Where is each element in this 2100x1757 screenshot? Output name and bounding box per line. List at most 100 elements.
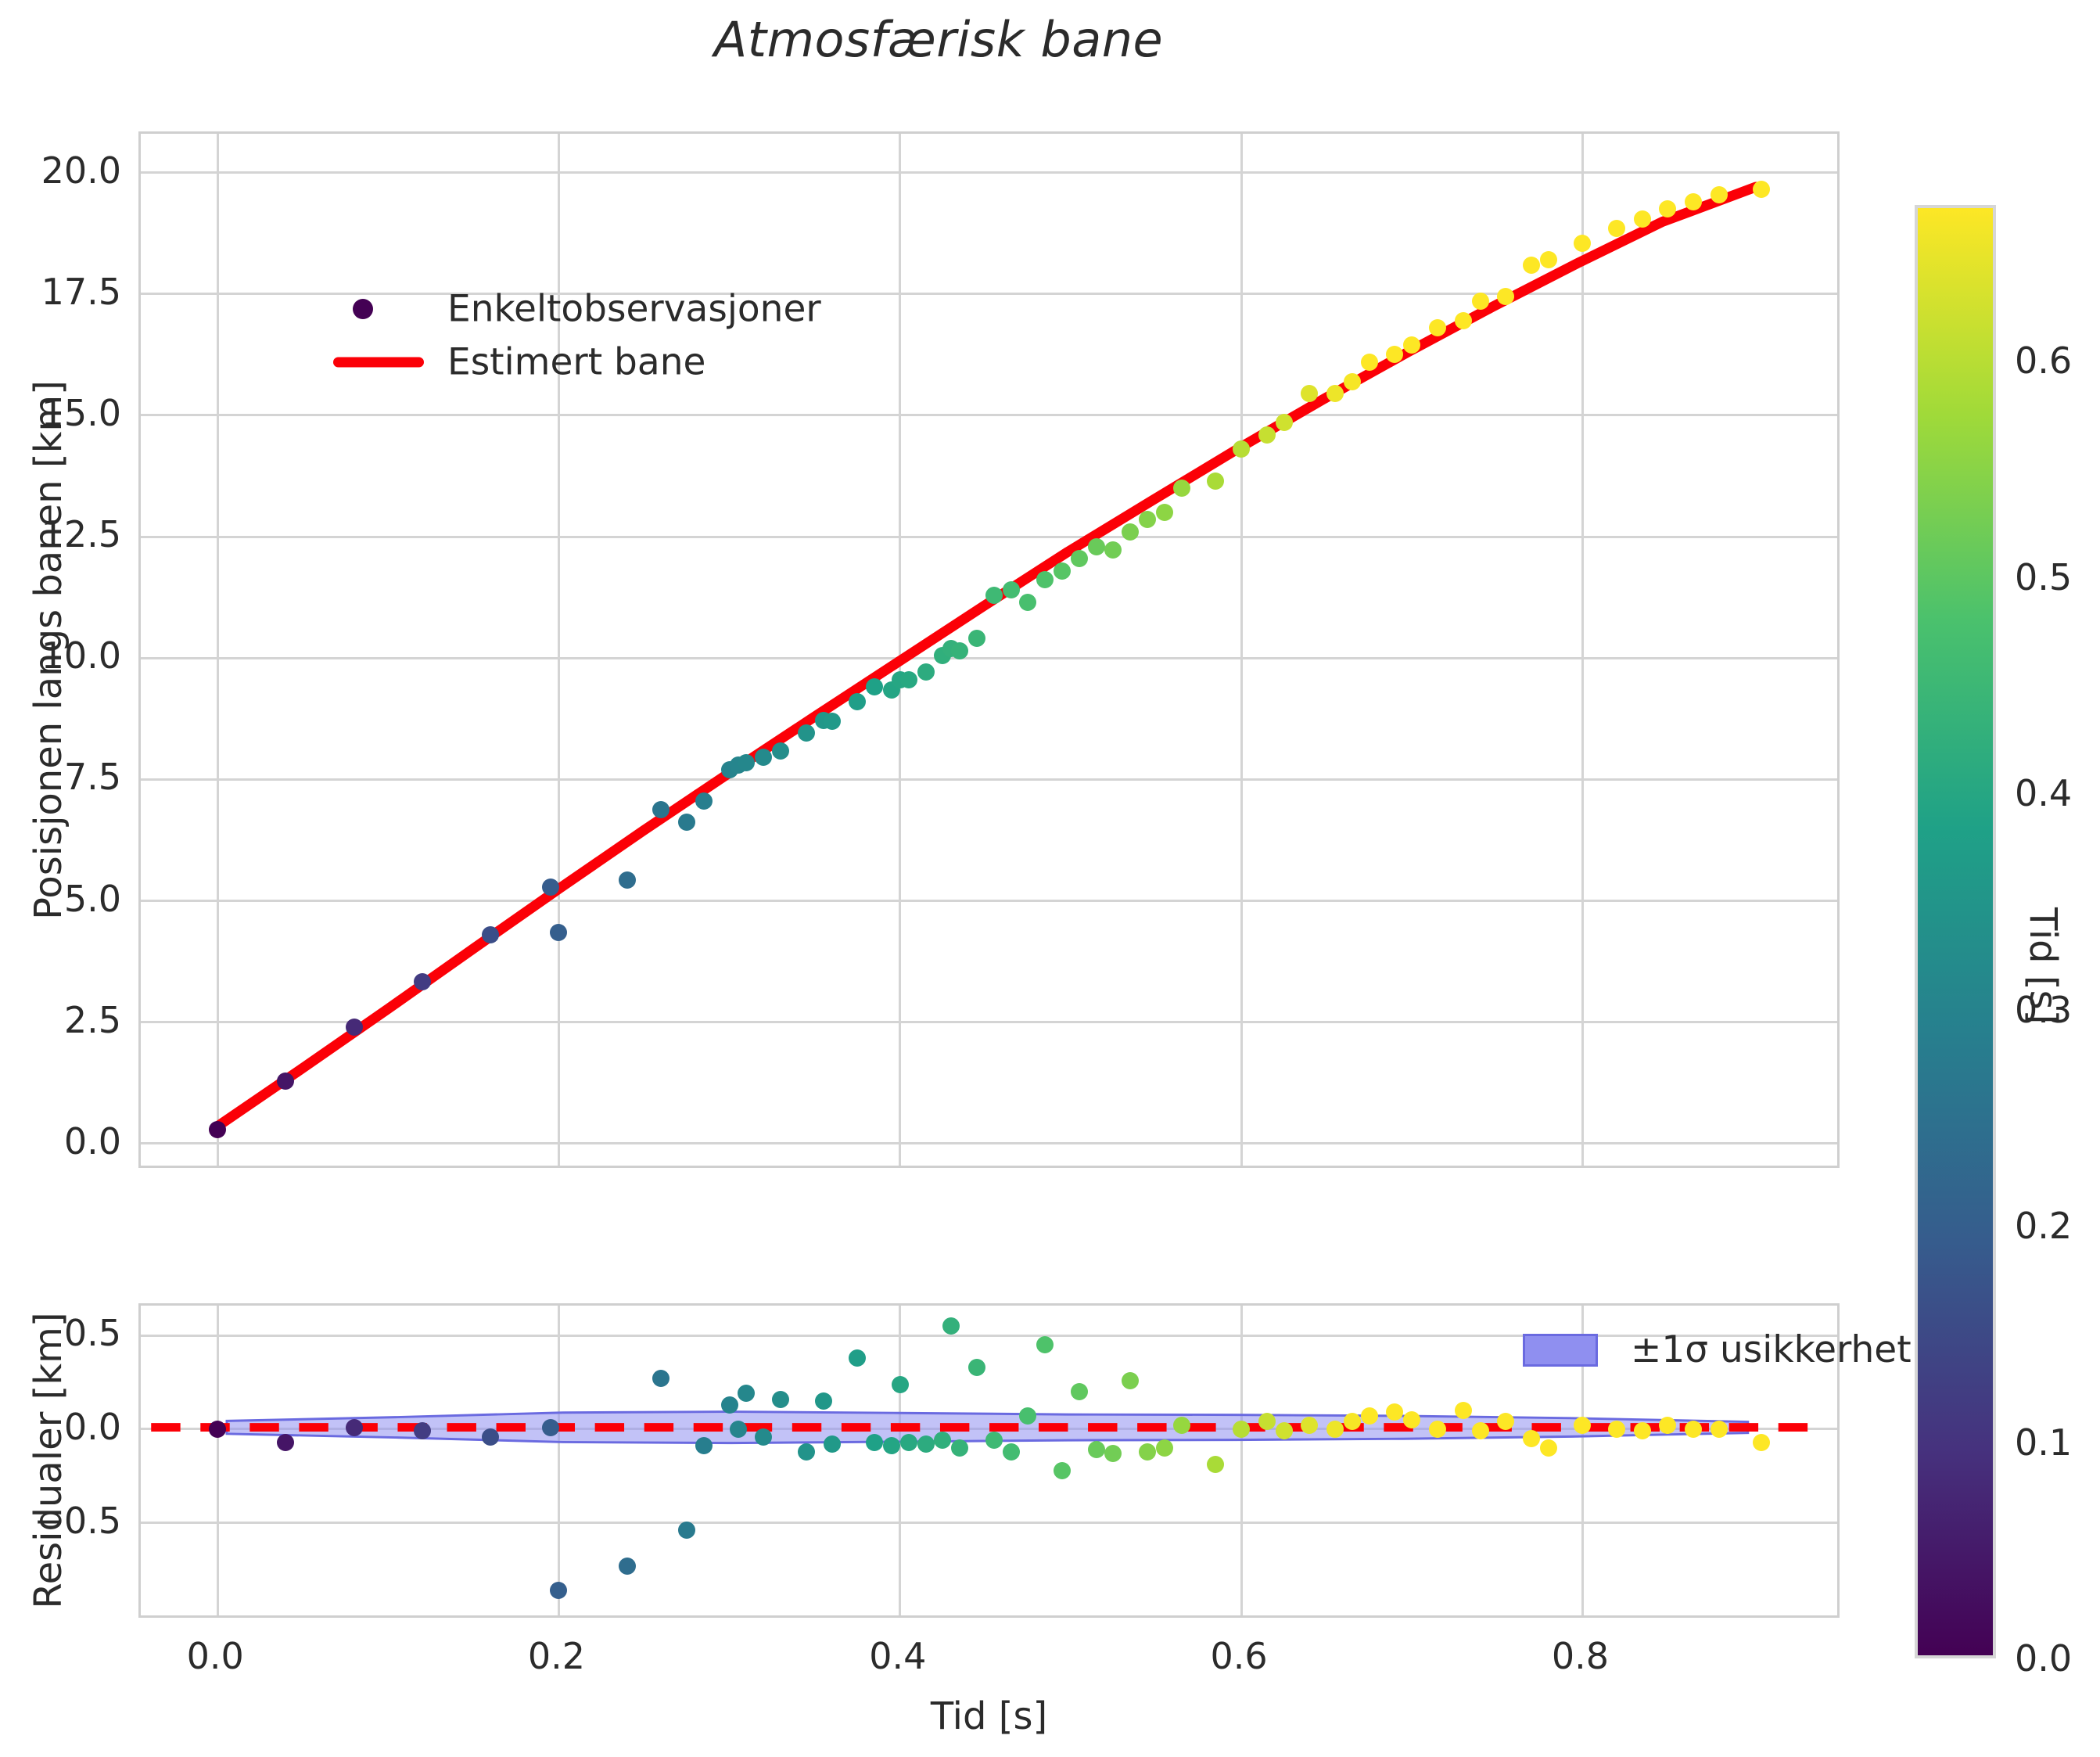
gridline-vertical bbox=[1240, 1306, 1243, 1615]
residual-point bbox=[823, 1435, 841, 1453]
residual-point bbox=[1104, 1445, 1122, 1463]
observation-point bbox=[1343, 372, 1361, 390]
y-tick-label: 15.0 bbox=[41, 391, 121, 434]
observation-point bbox=[1326, 385, 1344, 403]
observation-point bbox=[738, 753, 756, 771]
residual-point bbox=[849, 1349, 867, 1367]
observation-point bbox=[1539, 251, 1557, 269]
observation-point bbox=[1275, 414, 1293, 432]
colorbar-tick-label: 0.4 bbox=[2015, 772, 2073, 815]
residual-point bbox=[882, 1437, 900, 1455]
residual-point bbox=[797, 1443, 815, 1461]
residual-point bbox=[729, 1420, 747, 1438]
observation-point bbox=[618, 871, 636, 889]
residual-point bbox=[550, 1581, 568, 1599]
colorbar-tick-label: 0.2 bbox=[2015, 1205, 2073, 1248]
residual-point bbox=[1497, 1413, 1515, 1431]
gridline-horizontal bbox=[141, 778, 1837, 781]
residual-point bbox=[1070, 1383, 1088, 1401]
observation-point bbox=[1454, 311, 1472, 329]
residual-point bbox=[917, 1435, 935, 1453]
residual-point bbox=[209, 1420, 227, 1438]
observation-point bbox=[1522, 256, 1540, 274]
observation-point bbox=[1207, 472, 1225, 490]
residual-y-axis-title: Residualer [km] bbox=[27, 1312, 70, 1609]
observation-point bbox=[1386, 346, 1404, 364]
residual-legend[interactable]: ±1σ usikkerhet bbox=[1523, 1328, 1912, 1371]
gridline-horizontal bbox=[141, 535, 1837, 538]
gridline-vertical bbox=[557, 134, 560, 1166]
legend-item-fit[interactable]: Estimert bane bbox=[322, 336, 823, 389]
colorbar-tick-label: 0.5 bbox=[2015, 555, 2073, 598]
residual-point bbox=[899, 1433, 917, 1451]
y-tick-label: 5.0 bbox=[63, 877, 121, 920]
observation-point bbox=[755, 748, 773, 766]
observation-point bbox=[849, 693, 867, 711]
observation-point bbox=[1019, 593, 1037, 611]
observation-point bbox=[1753, 181, 1771, 199]
gridline-vertical bbox=[1581, 134, 1584, 1166]
y-tick-label: 10.0 bbox=[41, 634, 121, 677]
observation-point bbox=[1155, 504, 1173, 522]
residual-point bbox=[618, 1557, 636, 1575]
gridline-horizontal bbox=[141, 900, 1837, 903]
observation-point bbox=[1002, 581, 1020, 599]
residual-point bbox=[814, 1392, 832, 1410]
colorbar[interactable] bbox=[1915, 205, 1996, 1658]
gridline-vertical bbox=[1240, 134, 1243, 1166]
colorbar-gradient bbox=[1918, 208, 1993, 1655]
page-title: Atmosfærisk bane bbox=[713, 11, 1164, 68]
legend-marker-line bbox=[333, 357, 424, 368]
observation-point bbox=[1633, 210, 1651, 228]
legend-patch-sigma-band bbox=[1523, 1333, 1598, 1367]
residual-point bbox=[541, 1418, 559, 1436]
zero-line-layer bbox=[141, 1306, 1837, 1615]
y-tick-label: 2.5 bbox=[63, 998, 121, 1041]
observation-point bbox=[550, 923, 568, 941]
y-tick-label: 12.5 bbox=[41, 513, 121, 556]
observation-point bbox=[1054, 562, 1072, 580]
legend-item-observations[interactable]: Enkeltobservasjoner bbox=[322, 282, 823, 336]
observation-point bbox=[1087, 537, 1105, 555]
residual-point bbox=[1633, 1422, 1651, 1440]
y-tick-label: 7.5 bbox=[63, 756, 121, 799]
residual-point bbox=[1258, 1413, 1276, 1431]
main-legend: Enkeltobservasjoner Estimert bane bbox=[322, 282, 823, 389]
residual-point bbox=[967, 1358, 985, 1376]
estimated-trajectory-line bbox=[214, 181, 1761, 1131]
residual-point bbox=[985, 1432, 1003, 1450]
observation-point bbox=[482, 926, 500, 943]
residual-point bbox=[755, 1428, 773, 1446]
observation-point bbox=[695, 792, 713, 810]
observation-point bbox=[1139, 511, 1157, 529]
observation-point bbox=[1497, 287, 1515, 305]
observation-point bbox=[1122, 523, 1140, 541]
residual-point bbox=[1454, 1402, 1472, 1419]
gridline-horizontal bbox=[141, 656, 1837, 659]
observation-point bbox=[1258, 426, 1276, 444]
observation-point bbox=[1301, 385, 1319, 403]
observation-point bbox=[1685, 192, 1703, 210]
x-tick-label: 0.0 bbox=[186, 1635, 244, 1677]
colorbar-tick-label: 0.6 bbox=[2015, 340, 2073, 383]
y-tick-label: 0.5 bbox=[63, 1312, 121, 1355]
x-tick-label: 0.4 bbox=[869, 1635, 927, 1677]
residual-point bbox=[678, 1522, 696, 1540]
residual-point bbox=[1122, 1371, 1140, 1389]
residual-point bbox=[772, 1390, 790, 1408]
observation-point bbox=[541, 878, 559, 896]
y-tick-label: 17.5 bbox=[41, 270, 121, 313]
residual-point bbox=[1343, 1413, 1361, 1431]
observation-point bbox=[345, 1018, 363, 1036]
trajectory-plot-area: Enkeltobservasjoner Estimert bane bbox=[138, 131, 1840, 1168]
residual-point bbox=[1172, 1417, 1190, 1435]
legend-label-observations: Enkeltobservasjoner bbox=[447, 287, 821, 331]
observation-point bbox=[652, 800, 670, 818]
observation-point bbox=[413, 973, 431, 991]
y-tick-label: −0.5 bbox=[34, 1499, 121, 1542]
residual-point bbox=[1054, 1461, 1072, 1479]
gridline-horizontal bbox=[141, 1522, 1837, 1525]
residual-point bbox=[1087, 1441, 1105, 1459]
residual-point bbox=[1233, 1420, 1251, 1438]
observation-points bbox=[141, 134, 1837, 1166]
